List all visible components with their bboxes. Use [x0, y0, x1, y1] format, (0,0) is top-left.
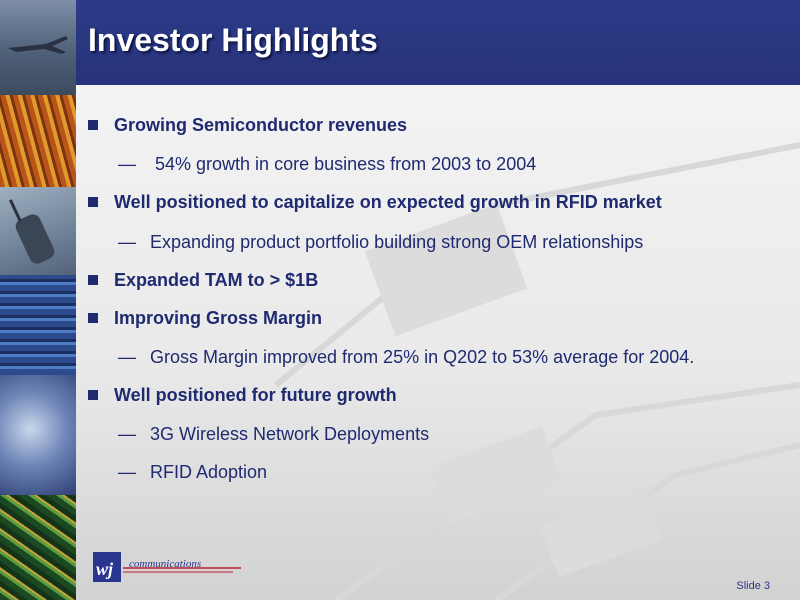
dash-bullet: —: [118, 154, 136, 174]
bullet-item: Well positioned to capitalize on expecte…: [88, 192, 662, 213]
chip-board-photo: [0, 495, 76, 600]
photo-strip: [0, 0, 76, 600]
dash-bullet: —: [118, 347, 136, 367]
airplane-photo: [0, 0, 76, 95]
circuit-board-photo: [0, 275, 76, 375]
slide-title: Investor Highlights: [88, 22, 378, 58]
svg-text:wj: wj: [96, 559, 114, 579]
slide-number: Slide 3: [736, 580, 770, 592]
cell-phone-photo: [0, 187, 76, 275]
sub-bullet-item: —3G Wireless Network Deployments: [118, 424, 430, 444]
square-bullet-icon: [88, 313, 98, 324]
dash-bullet: —: [118, 424, 136, 444]
bullet-list: Growing Semiconductor revenues — 54% gro…: [76, 85, 800, 600]
title-bar: Investor Highlights: [76, 0, 800, 85]
svg-text:communications: communications: [129, 558, 201, 570]
slide-body: Growing Semiconductor revenues — 54% gro…: [76, 85, 800, 600]
dash-bullet: —: [118, 462, 136, 482]
sub-bullet-item: — Expanding product portfolio building st…: [118, 232, 644, 252]
wheat-field-photo: [0, 95, 76, 187]
satellite-dish-photo: [0, 375, 76, 495]
sub-bullet-item: — RFID Adoption: [118, 462, 268, 482]
square-bullet-icon: [88, 390, 98, 401]
square-bullet-icon: [88, 275, 98, 286]
circuit-watermark: [274, 142, 800, 600]
bullet-item: Well positioned for future growth: [88, 385, 397, 406]
airplane-icon: [8, 36, 68, 54]
cell-phone-icon: [9, 199, 55, 264]
square-bullet-icon: [88, 120, 98, 131]
bullet-item: Growing Semiconductor revenues: [88, 115, 407, 136]
sub-bullet-item: — 54% growth in core business from 2003 …: [118, 154, 537, 174]
bullet-item: Expanded TAM to > $1B: [88, 270, 318, 291]
dash-bullet: —: [118, 232, 136, 252]
square-bullet-icon: [88, 197, 98, 208]
bullet-item: Improving Gross Margin: [88, 308, 322, 329]
company-logo: wj communications: [93, 552, 241, 582]
sub-bullet-item: — Gross Margin improved from 25% in Q202 …: [118, 347, 695, 367]
